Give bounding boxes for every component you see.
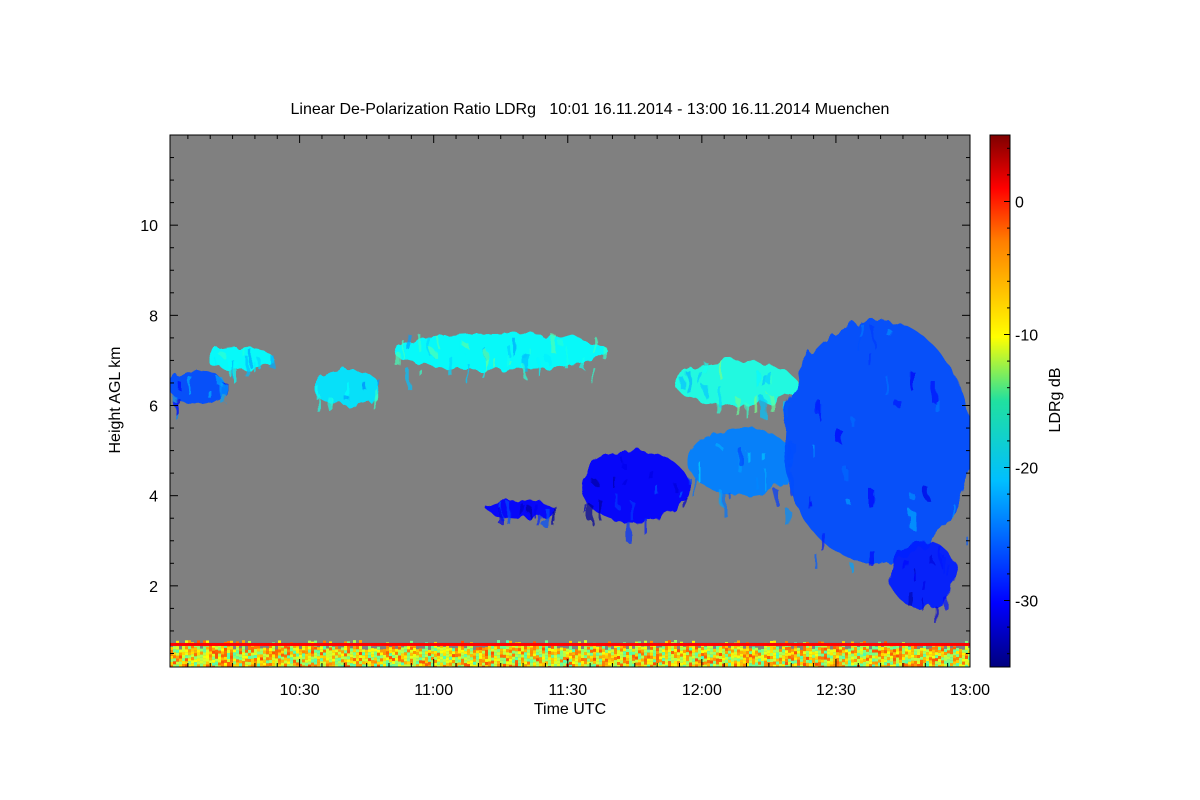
- x-tick-label: 12:00: [682, 682, 722, 699]
- x-tick-label: 11:00: [414, 682, 453, 699]
- ldr-data-layer: [170, 319, 970, 667]
- ldr-region: [889, 540, 957, 624]
- colorbar-label: LDRg dB: [1047, 368, 1064, 433]
- ldr-region: [487, 500, 556, 529]
- colorbar-tick-label: -30: [1015, 594, 1038, 611]
- x-axis: 10:30 11:00 11:30 12:00 12:30 13:00: [187, 135, 990, 699]
- ldr-region: [581, 450, 690, 542]
- y-axis-label: Height AGL km: [107, 346, 124, 453]
- aerosol-band: [170, 642, 970, 646]
- x-tick-label: 10:30: [280, 682, 320, 699]
- ldr-region: [393, 333, 608, 388]
- ldr-region: [782, 319, 970, 574]
- y-tick-label: 2: [149, 579, 158, 596]
- chart-title: Linear De-Polarization Ratio LDRg 10:01 …: [291, 101, 890, 118]
- x-tick-label: 11:30: [548, 682, 587, 699]
- colorbar-axis: 0 -10 -20 -30: [1004, 147, 1038, 655]
- colorbar-tick-label: 0: [1015, 195, 1024, 212]
- ldr-region: [313, 369, 382, 413]
- y-tick-label: 8: [149, 308, 158, 325]
- colorbar: [989, 134, 1011, 668]
- ldr-region: [170, 369, 225, 418]
- colorbar-tick-label: -10: [1015, 328, 1038, 345]
- x-axis-label: Time UTC: [534, 701, 606, 718]
- y-tick-label: 4: [149, 489, 158, 506]
- colorbar-tick-label: -20: [1015, 461, 1038, 478]
- x-tick-label: 13:00: [950, 682, 990, 699]
- y-tick-label: 10: [140, 218, 158, 235]
- plot-frame: [169, 134, 971, 668]
- near-ground-layer: [170, 639, 970, 667]
- x-tick-label: 12:30: [816, 682, 856, 699]
- ldr-region: [205, 346, 273, 383]
- y-axis: 2 4 6 8 10: [140, 157, 970, 654]
- y-tick-label: 6: [149, 399, 158, 416]
